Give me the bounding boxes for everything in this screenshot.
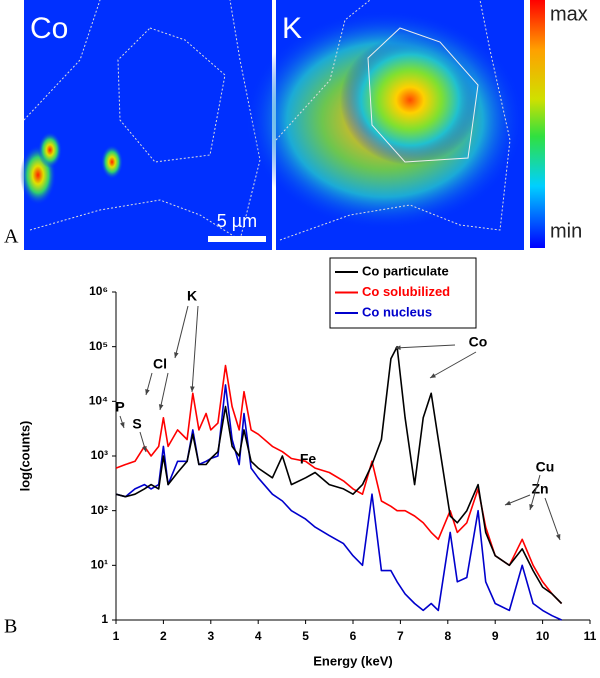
x-tick-label: 2 (160, 629, 167, 643)
peak-label: Co (469, 334, 488, 350)
annotation-arrow (529, 474, 541, 511)
legend-label: Co particulate (362, 263, 449, 278)
y-tick-label: 10⁶ (89, 284, 108, 298)
y-tick-label: 10³ (91, 448, 108, 462)
x-tick-label: 5 (302, 629, 309, 643)
co-hotspot (38, 132, 62, 168)
arrow-head (145, 389, 150, 395)
series-line (115, 384, 562, 621)
annotation-arrow (174, 305, 189, 359)
x-tick-label: 10 (536, 629, 550, 643)
x-tick-label: 11 (584, 629, 597, 643)
arrow-head (174, 352, 179, 358)
y-axis-label: log(counts) (17, 421, 32, 492)
y-tick-label: 1 (101, 612, 108, 626)
annotation-arrow (191, 305, 199, 393)
series-line (115, 364, 563, 605)
annotation-arrow (394, 344, 456, 349)
y-tick-label: 10⁵ (89, 339, 108, 353)
colorbar (530, 0, 545, 248)
map-label: K (282, 12, 302, 45)
x-tick-label: 4 (255, 629, 262, 643)
arrow-head (158, 404, 164, 410)
panel-label: A (4, 226, 19, 248)
y-tick-label: 10² (91, 503, 108, 517)
arrow-head (120, 422, 125, 428)
y-tick-label: 10¹ (91, 558, 108, 572)
annotation-arrow (159, 372, 169, 411)
x-tick-label: 3 (207, 629, 214, 643)
x-tick-label: 1 (113, 629, 120, 643)
arrow-head (142, 446, 147, 452)
arrow-head (555, 534, 561, 540)
scale-bar (208, 236, 266, 242)
peak-label: P (115, 399, 124, 415)
nucleus-outline (367, 27, 479, 163)
co-hotspot (101, 145, 123, 179)
peak-label: Cu (536, 459, 555, 475)
arrow-head (190, 386, 195, 392)
peak-label: Fe (300, 451, 317, 467)
annotation-arrow (544, 497, 561, 541)
colorbar-max: max (550, 3, 588, 25)
peak-label: K (187, 288, 197, 304)
x-tick-label: 7 (397, 629, 404, 643)
x-tick-label: 8 (444, 629, 451, 643)
series-line (115, 345, 563, 605)
legend-label: Co nucleus (362, 304, 432, 319)
co-map (24, 0, 272, 250)
arrow-head (395, 345, 401, 351)
x-tick-label: 6 (350, 629, 357, 643)
cell-outline (279, 0, 511, 241)
nucleus-outline (117, 27, 226, 163)
annotation-arrow (429, 351, 477, 379)
arrow-head (430, 373, 436, 378)
x-axis-label: Energy (keV) (313, 653, 392, 668)
k-signal (340, 35, 480, 165)
scale-bar-label: 5 µm (217, 211, 257, 231)
cell-outline (275, 0, 371, 141)
arrow-head (505, 500, 511, 506)
arrow-head (529, 504, 534, 510)
peak-label: S (132, 416, 141, 432)
peak-label: Zn (531, 481, 548, 497)
y-tick-label: 10⁴ (89, 394, 108, 408)
legend-label: Co solubilized (362, 284, 450, 299)
cell-outline (23, 0, 101, 121)
peak-label: Cl (153, 356, 167, 372)
x-tick-label: 9 (492, 629, 499, 643)
colorbar-min: min (550, 220, 582, 242)
map-label: Co (30, 12, 68, 45)
panel-label: B (4, 616, 17, 638)
